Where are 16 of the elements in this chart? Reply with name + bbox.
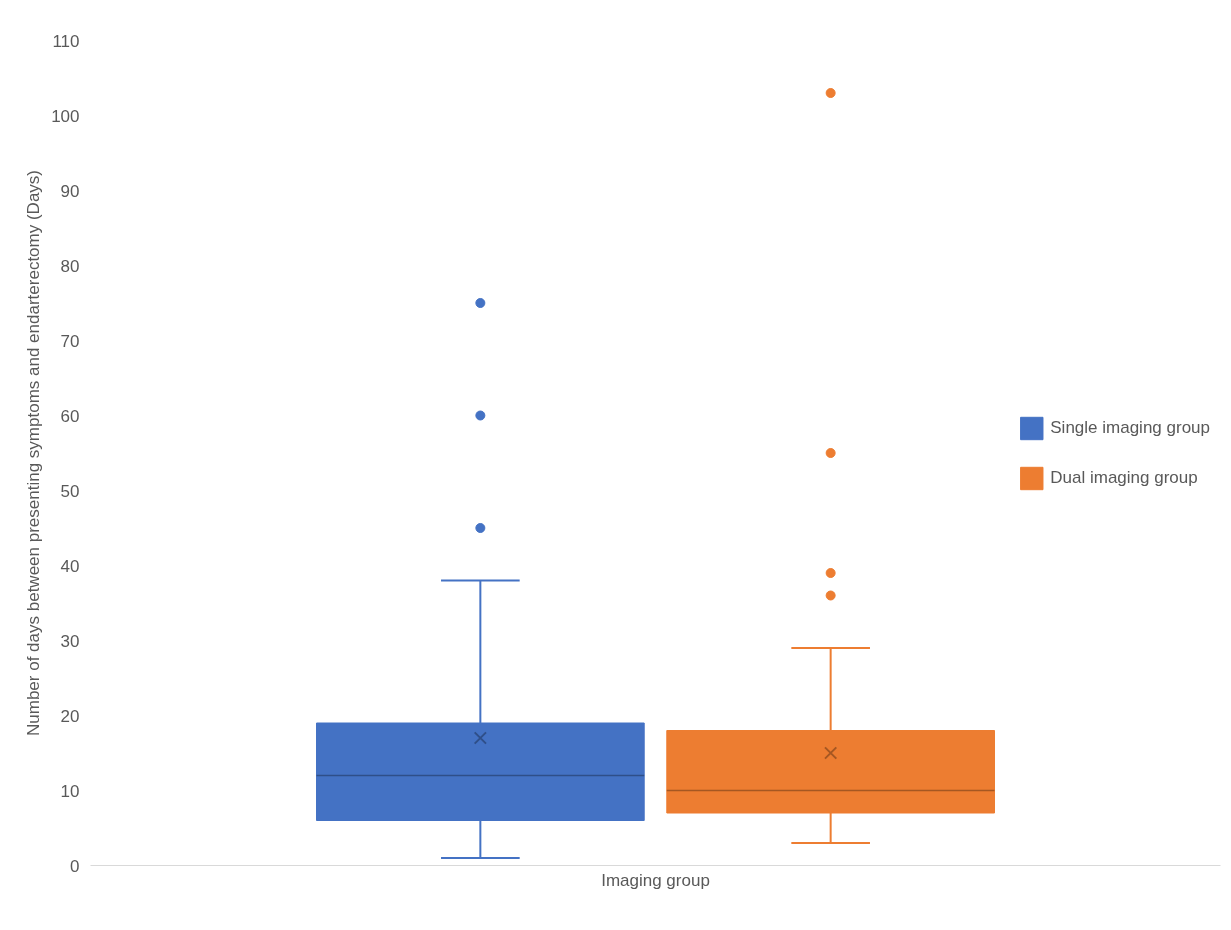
y-tick-label: 110	[52, 31, 80, 51]
y-tick-label: 90	[60, 181, 80, 201]
y-tick-label: 50	[60, 481, 80, 501]
legend-label: Single imaging group	[1050, 417, 1210, 438]
y-tick-label: 30	[60, 631, 80, 651]
y-tick-label: 60	[60, 406, 80, 426]
y-tick-label: 0	[70, 856, 80, 876]
y-tick-label: 40	[60, 556, 80, 576]
legend-label: Dual imaging group	[1050, 467, 1198, 488]
x-axis-title: Imaging group	[601, 870, 710, 890]
y-tick-label: 20	[60, 706, 80, 726]
y-tick-label: 80	[60, 256, 80, 276]
y-axis-title: Number of days between presenting symptoms and endarterectomy (Days)	[24, 170, 44, 736]
y-tick-label: 70	[60, 331, 80, 351]
y-tick-label: 10	[60, 781, 80, 801]
y-tick-label: 100	[51, 106, 80, 126]
